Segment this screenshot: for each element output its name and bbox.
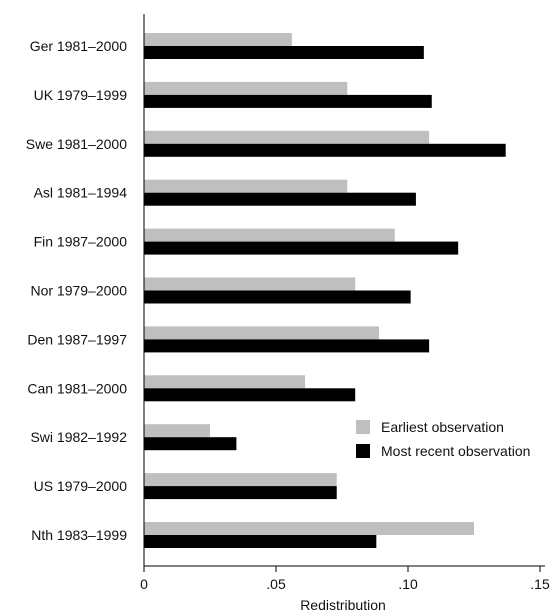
category-label: Can 1981–2000 [27, 380, 127, 396]
bar-earliest [144, 424, 210, 438]
bar-earliest [144, 81, 348, 95]
bar-most-recent [144, 339, 430, 353]
bar-earliest [144, 130, 430, 144]
bar-most-recent [144, 241, 459, 255]
bar-earliest [144, 179, 348, 193]
x-tick-label: .10 [398, 576, 418, 592]
category-label: Swi 1982–1992 [30, 429, 127, 445]
bar-earliest [144, 277, 356, 291]
bar-most-recent [144, 437, 237, 451]
category-labels: Ger 1981–2000 UK 1979–1999 Swe 1981–2000 As… [26, 38, 127, 543]
bar-earliest [144, 326, 379, 340]
bar-most-recent [144, 192, 416, 206]
x-tick-label: .05 [266, 576, 286, 592]
bar-most-recent [144, 535, 377, 548]
category-label: UK 1979–1999 [34, 87, 128, 103]
bar-most-recent [144, 143, 506, 157]
bar-earliest [144, 375, 306, 389]
legend-swatch-earliest [356, 420, 370, 434]
category-label: Asl 1981–1994 [34, 185, 128, 201]
category-label: Ger 1981–2000 [30, 38, 128, 54]
x-tick-label: 0 [140, 576, 148, 592]
bar-earliest [144, 522, 474, 535]
bar-earliest [144, 228, 395, 242]
category-label: Swe 1981–2000 [26, 136, 127, 152]
bar-most-recent [144, 388, 356, 402]
category-label: Nor 1979–2000 [30, 283, 127, 299]
x-axis-title: Redistribution [300, 597, 386, 613]
bars-layer [144, 33, 506, 548]
bar-earliest [144, 33, 292, 46]
bar-most-recent [144, 94, 432, 108]
legend-label-earliest: Earliest observation [381, 419, 504, 435]
x-tick-label: .15 [530, 576, 550, 592]
bar-earliest [144, 473, 337, 487]
legend-swatch-most-recent [356, 444, 370, 458]
bar-most-recent [144, 46, 424, 59]
category-label: Fin 1987–2000 [34, 234, 128, 250]
category-label: Nth 1983–1999 [31, 527, 127, 543]
x-ticks: 0 .05 .10 .15 [140, 566, 550, 592]
legend: Earliest observation Most recent observat… [356, 419, 530, 459]
bar-most-recent [144, 486, 337, 500]
category-label: US 1979–2000 [34, 478, 128, 494]
category-label: Den 1987–1997 [27, 331, 127, 347]
bar-most-recent [144, 290, 411, 304]
legend-label-most-recent: Most recent observation [381, 443, 530, 459]
